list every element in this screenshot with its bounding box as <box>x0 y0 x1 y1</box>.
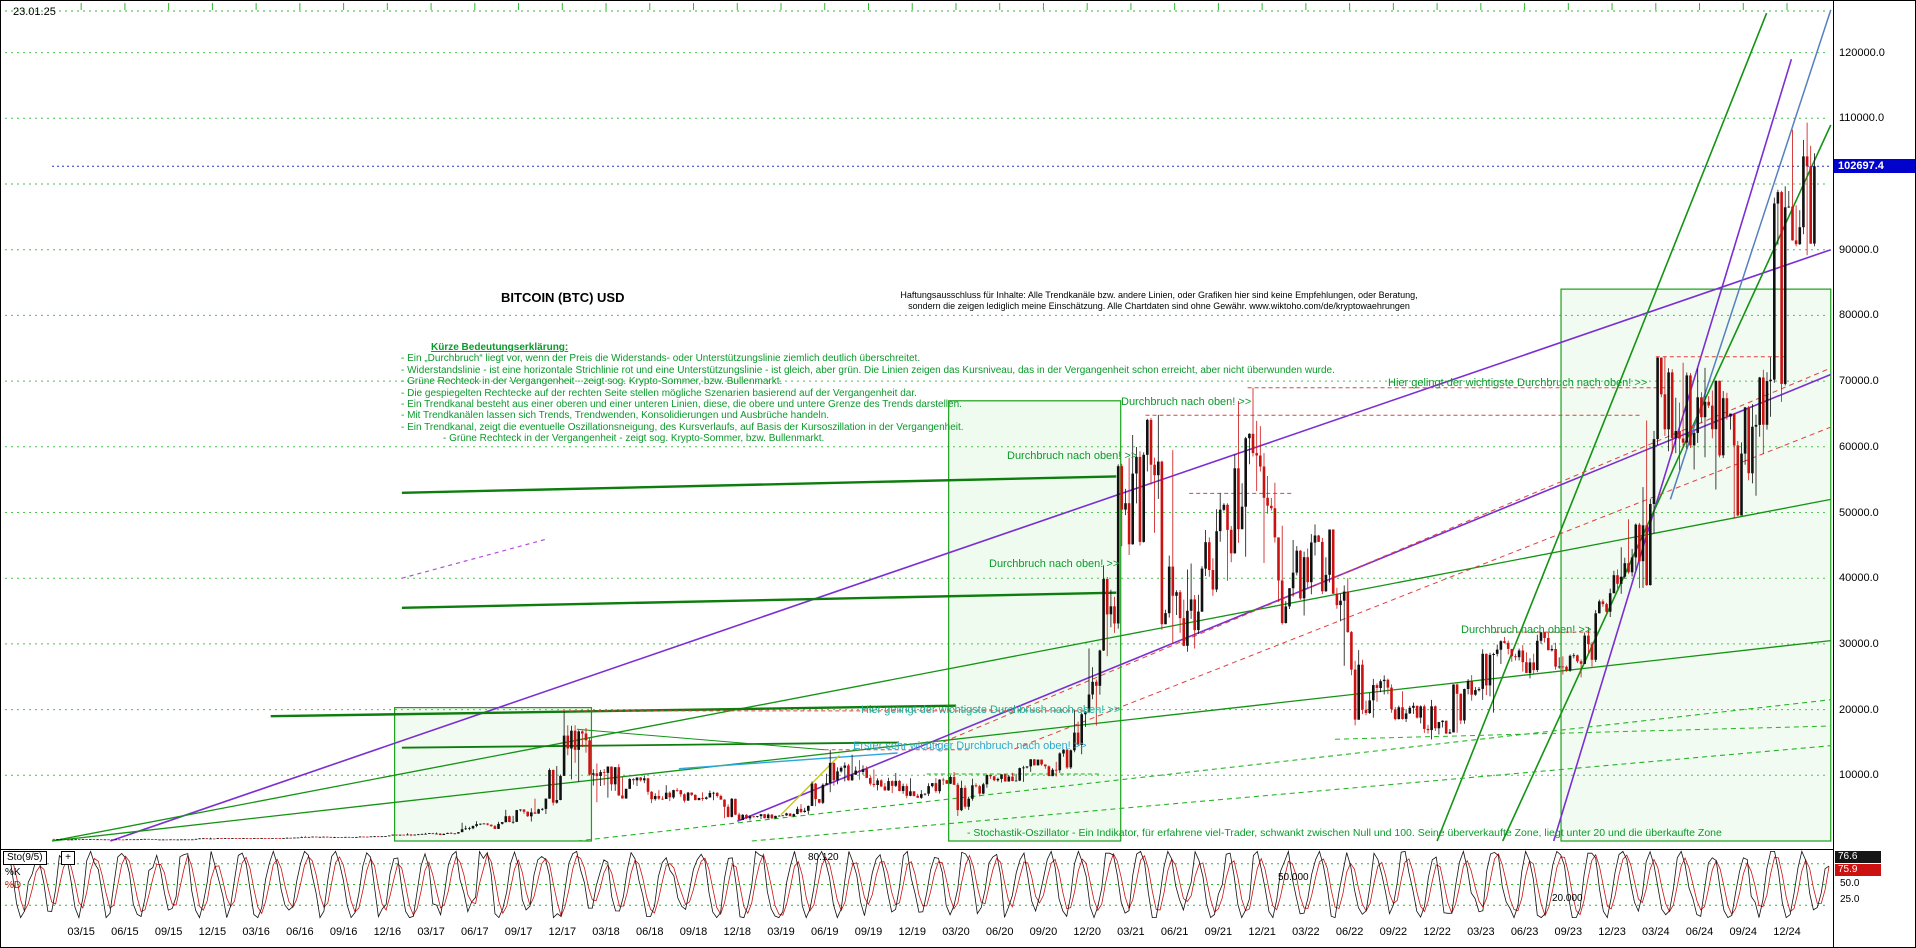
time-axis-label: 09/19 <box>854 926 883 938</box>
time-axis-label: 09/21 <box>1204 926 1233 938</box>
time-axis-label: 09/20 <box>1029 926 1058 938</box>
time-axis-label: 03/15 <box>67 926 95 938</box>
legend-line: - Mit Trendkanälen lassen sich Trends, T… <box>401 410 830 422</box>
legend-line: - Grüne Rechteck in der Vergangenheit - … <box>443 433 825 445</box>
disclaimer-line-1: Haftungsausschluss für Inhalte: Alle Tre… <box>900 290 1418 300</box>
time-axis-label: 03/18 <box>592 926 620 938</box>
time-axis-label: 12/20 <box>1073 926 1101 938</box>
oscillator-lower-level-label: 20.000 <box>1552 893 1583 904</box>
legend-line: - Grüne Rechteck in der Vergangenheit - … <box>401 376 783 388</box>
time-axis-label: 03/20 <box>942 926 970 938</box>
price-axis-label: 70000.0 <box>1839 375 1879 388</box>
chart-date-label: 23.01.25 <box>13 6 56 18</box>
time-axis-label: 09/24 <box>1729 926 1758 938</box>
time-axis-label: 03/22 <box>1292 926 1320 938</box>
chart-annotation: Durchbruch nach oben! >> <box>1121 396 1252 408</box>
disclaimer-text: Haftungsausschluss für Inhalte: Alle Tre… <box>869 290 1449 311</box>
time-axis-label: 03/24 <box>1642 926 1670 938</box>
time-axis-label: 06/19 <box>810 926 839 938</box>
time-axis-label: 06/21 <box>1160 926 1189 938</box>
time-axis-label: 06/17 <box>461 926 489 938</box>
time-axis-label: 06/18 <box>636 926 664 938</box>
time-axis-label: 12/23 <box>1598 926 1626 938</box>
oscillator-tick-25: 25.0 <box>1840 894 1860 905</box>
oscillator-canvas[interactable] <box>1 850 1833 919</box>
time-axis-label: 03/17 <box>417 926 445 938</box>
legend-heading: Kürze Bedeutungserklärung: <box>431 342 569 353</box>
chart-title: BITCOIN (BTC) USD <box>501 290 625 305</box>
time-axis-label: 12/24 <box>1773 926 1801 938</box>
stochastic-note: - Stochastik-Oszillator - Ein Indikator,… <box>967 827 1722 839</box>
legend-line: - Ein „Durchbruch“ liegt vor, wenn der P… <box>401 353 921 365</box>
price-axis-label: 80000.0 <box>1839 309 1879 322</box>
percent-k-label: %K <box>5 867 21 878</box>
stochastic-d-value-badge: 75.9 <box>1835 864 1881 876</box>
price-chart-canvas[interactable] <box>1 1 1833 849</box>
legend-line: - Die gespiegelten Rechtecke auf der rec… <box>401 387 917 399</box>
legend-line: - Widerstandslinie - ist eine horizontal… <box>401 364 1335 376</box>
price-axis-column: 120000.0 110000.0 90000.0 80000.0 70000.0 600… <box>1833 1 1915 947</box>
time-axis-label: 09/22 <box>1379 926 1408 938</box>
time-axis-label: 12/21 <box>1248 926 1276 938</box>
time-axis-label: 09/16 <box>329 926 358 938</box>
price-axis-label: 40000.0 <box>1839 572 1879 585</box>
chart-annotation: Durchbruch nach oben! >> <box>989 558 1120 570</box>
legend-line: - Ein Trendkanal besteht aus einer obere… <box>401 399 962 411</box>
price-axis-label: 10000.0 <box>1839 769 1879 782</box>
time-axis: 03/15 06/15 09/15 12/15 03/16 06/16 09/16 12/16… <box>1 919 1833 947</box>
indicator-name-box[interactable]: Sto(9/5) <box>3 851 47 865</box>
time-axis-label: 03/19 <box>767 926 795 938</box>
time-axis-label: 12/19 <box>898 926 926 938</box>
oscillator-tick-50: 50.0 <box>1840 878 1860 889</box>
time-axis-label: 03/23 <box>1467 926 1495 938</box>
price-axis-label: 90000.0 <box>1839 243 1879 256</box>
oscillator-upper-level-label: 80.120 <box>808 852 839 863</box>
time-axis-label: 06/16 <box>286 926 314 938</box>
time-axis-label: 12/17 <box>548 926 577 938</box>
panel-separator <box>1 849 1915 850</box>
legend-explanation-block: Kürze Bedeutungserklärung: - Ein „Durchb… <box>401 342 1335 445</box>
time-axis-label: 06/22 <box>1335 926 1364 938</box>
price-axis-label: 30000.0 <box>1839 637 1879 650</box>
time-axis-label: 06/23 <box>1510 926 1539 938</box>
time-axis-label: 09/17 <box>504 926 533 938</box>
time-axis-label: 06/24 <box>1685 926 1714 938</box>
time-axis-label: 06/15 <box>111 926 139 938</box>
chart-annotation: Hier gelingt der wichtigste Durchbruch n… <box>1388 377 1648 389</box>
chart-annotation: Durchbruch nach oben! >> <box>1007 450 1138 462</box>
price-axis-label: 20000.0 <box>1839 703 1879 716</box>
time-axis-label: 09/15 <box>154 926 183 938</box>
current-price-badge: 102697.4 <box>1834 159 1915 174</box>
indicator-settings-button[interactable]: + <box>61 851 75 865</box>
price-axis-label: 60000.0 <box>1839 440 1879 453</box>
price-axis-label: 120000.0 <box>1839 46 1885 59</box>
time-axis-label: 12/16 <box>373 926 402 938</box>
time-axis-label: 12/15 <box>198 926 227 938</box>
oscillator-mid-level-label: 50.000 <box>1278 872 1309 883</box>
price-axis-label: 50000.0 <box>1839 506 1879 519</box>
chart-annotation: Erster sehr wichtiger Durchbruch nach ob… <box>853 740 1087 752</box>
percent-d-label: %D <box>5 880 22 891</box>
time-axis-label: 03/16 <box>242 926 270 938</box>
disclaimer-line-2: sondern die zeigen lediglich meine Einsc… <box>908 300 1410 311</box>
time-axis-label: 12/18 <box>723 926 752 938</box>
chart-annotation: Hier gelingt der wichtigste Durchbruch n… <box>861 704 1121 716</box>
time-axis-label: 09/18 <box>679 926 708 938</box>
price-axis-label: 110000.0 <box>1839 112 1885 125</box>
time-axis-label: 06/20 <box>985 926 1014 938</box>
time-axis-label: 03/21 <box>1117 926 1145 938</box>
time-axis-label: 09/23 <box>1554 926 1583 938</box>
time-axis-label: 12/22 <box>1423 926 1451 938</box>
chart-annotation: Durchbruch nach oben! >> <box>1461 624 1592 636</box>
legend-line: - Ein Trendkanal, zeigt die eventuelle O… <box>401 421 964 433</box>
stochastic-k-value-badge: 76.6 <box>1835 851 1881 863</box>
